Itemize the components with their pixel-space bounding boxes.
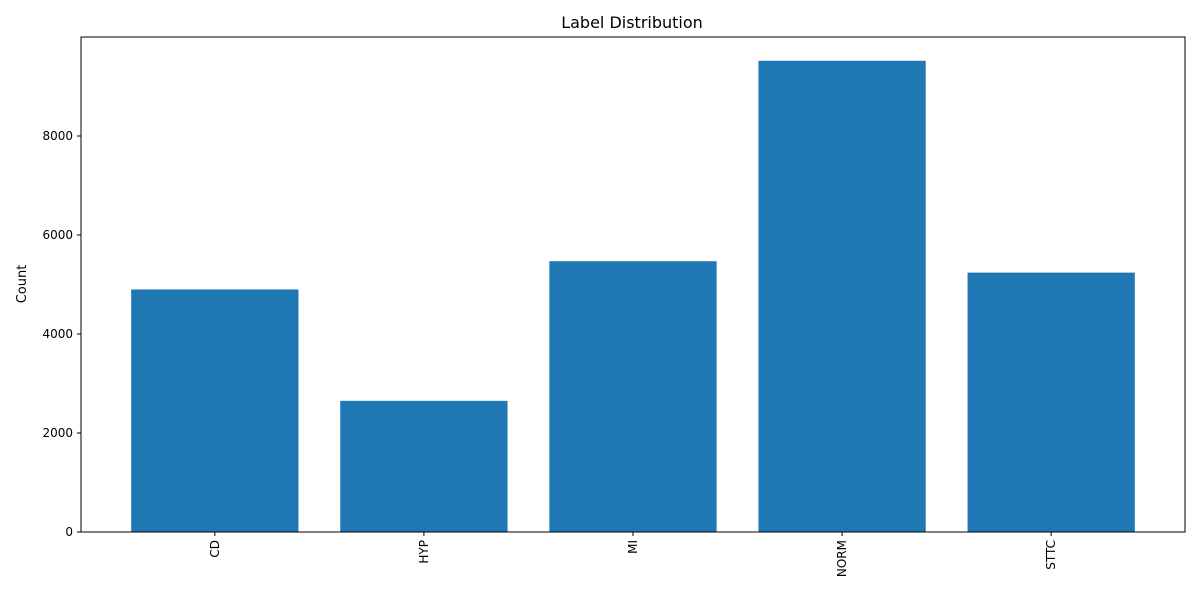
bar-hyp — [340, 400, 508, 532]
x-axis-ticks: CD HYP MI NORM STTC — [208, 532, 1058, 577]
y-tick-label: 0 — [65, 525, 73, 539]
y-tick-label: 2000 — [42, 426, 73, 440]
x-tick-label-mi: MI — [626, 540, 640, 554]
bars-group — [131, 60, 1135, 532]
x-tick-label-cd: CD — [208, 540, 222, 558]
bar-sttc — [967, 272, 1135, 532]
chart-title: Label Distribution — [561, 13, 703, 32]
y-tick-label: 6000 — [42, 228, 73, 242]
y-axis-label: Count — [15, 265, 30, 304]
x-tick-label-sttc: STTC — [1044, 540, 1058, 570]
y-axis-ticks: 0 2000 4000 6000 8000 — [42, 129, 81, 539]
y-tick-label: 4000 — [42, 327, 73, 341]
plot-frame — [80, 36, 1186, 533]
x-tick-label-hyp: HYP — [417, 540, 431, 564]
bar-mi — [549, 261, 717, 532]
bar-norm — [758, 60, 926, 532]
y-tick-label: 8000 — [42, 129, 73, 143]
x-tick-label-norm: NORM — [835, 540, 849, 577]
bar-cd — [131, 289, 299, 532]
